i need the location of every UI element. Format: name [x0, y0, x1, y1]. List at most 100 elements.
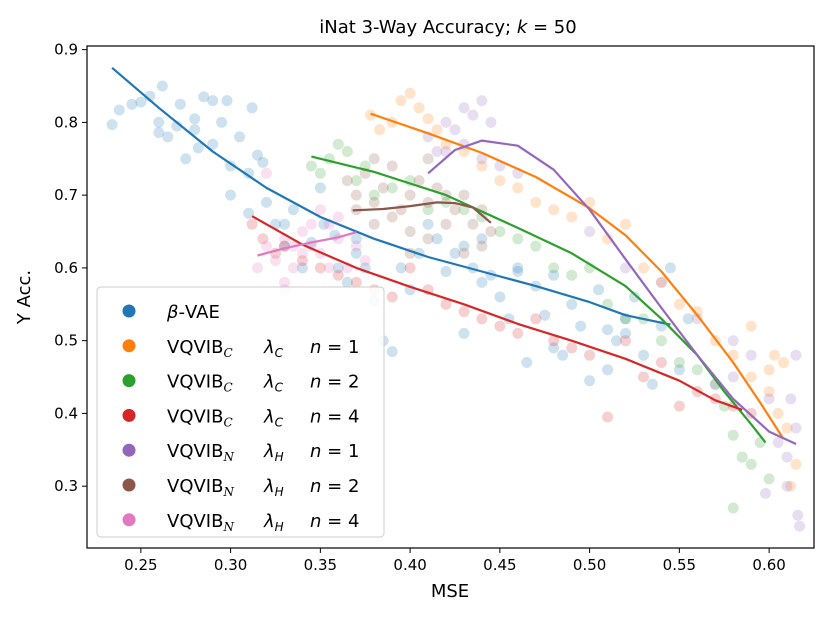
scatter-point-s4-18 — [745, 349, 757, 361]
scatter-point-s3-23 — [638, 371, 649, 383]
scatter-point-s0-52 — [494, 291, 506, 303]
scatter-point-s0-62 — [584, 375, 596, 387]
scatter-point-s0-31 — [314, 182, 326, 194]
scatter-point-s0-41 — [395, 262, 407, 274]
scatter-point-s0-74 — [153, 116, 165, 128]
scatter-point-s6-20 — [323, 262, 335, 274]
scatter-point-s5-7 — [404, 189, 416, 201]
scatter-point-s4-28 — [794, 520, 806, 532]
scatter-point-s0-5 — [156, 80, 168, 92]
scatter-point-s2-30 — [745, 458, 757, 470]
scatter-point-s2-4 — [341, 146, 353, 157]
scatter-point-s1-27 — [772, 407, 784, 419]
scatter-point-s0-35 — [341, 276, 353, 288]
scatter-point-s0-59 — [557, 349, 569, 361]
scatter-point-s6-5 — [296, 226, 308, 237]
scatter-point-s0-12 — [192, 142, 204, 154]
scatter-point-s0-14 — [207, 95, 219, 107]
scatter-point-s1-29 — [769, 349, 780, 361]
scatter-point-s0-63 — [593, 284, 605, 296]
scatter-point-s1-31 — [763, 364, 775, 376]
scatter-point-s4-21 — [781, 451, 793, 463]
legend-box — [96, 286, 385, 538]
scatter-point-s0-68 — [638, 349, 649, 361]
scatter-point-s4-24 — [790, 349, 802, 361]
scatter-point-s2-25 — [691, 364, 703, 376]
scatter-point-s3-6 — [332, 269, 344, 281]
scatter-point-s2-16 — [530, 240, 542, 252]
legend: β-VAE VQVIBC λC n = 1 VQVIBC λC n = 2 VQVIBC λC n… — [96, 286, 385, 538]
scatter-point-s1-32 — [785, 480, 797, 492]
x-tick-label: 0.35 — [304, 556, 337, 574]
scatter-point-s0-79 — [458, 240, 470, 252]
scatter-point-s4-19 — [763, 393, 775, 405]
scatter-point-s3-17 — [530, 313, 542, 325]
scatter-point-s2-15 — [512, 233, 524, 245]
scatter-point-s0-36 — [350, 247, 362, 259]
legend-label-0: β-VAE — [166, 302, 220, 323]
scatter-point-s6-14 — [296, 247, 308, 259]
scatter-point-s4-25 — [781, 480, 793, 492]
scatter-point-s2-29 — [736, 451, 748, 463]
x-axis: 0.25 0.30 0.35 0.40 0.45 0.50 0.55 0.60 — [124, 548, 786, 574]
scatter-point-s6-4 — [287, 262, 299, 274]
scatter-point-s0-29 — [296, 262, 308, 274]
trend-line-s3 — [251, 215, 743, 411]
scatter-point-s0-19 — [225, 189, 237, 201]
scatter-point-s1-1 — [374, 124, 386, 136]
scatter-point-s3-1 — [257, 233, 269, 245]
y-tick-label: 0.3 — [54, 477, 78, 495]
scatter-point-s6-17 — [261, 167, 272, 179]
scatter-point-s3-16 — [512, 327, 524, 339]
scatter-point-s5-22 — [440, 218, 452, 230]
scatter-point-s4-22 — [790, 422, 802, 434]
scatter-point-s5-9 — [422, 196, 434, 208]
scatter-point-s0-78 — [350, 233, 362, 245]
scatter-point-s3-19 — [566, 342, 578, 354]
scatter-point-s4-10 — [476, 153, 488, 165]
scatter-point-s0-75 — [189, 124, 201, 136]
scatter-point-s5-23 — [458, 247, 470, 259]
x-axis-label: MSE — [431, 581, 469, 602]
y-axis-label: Y Acc. — [14, 270, 35, 325]
scatter-point-s0-45 — [431, 233, 443, 245]
scatter-point-s1-21 — [673, 298, 685, 310]
scatter-point-s1-11 — [494, 175, 506, 187]
scatter-point-s0-9 — [174, 98, 186, 110]
scatter-point-s0-13 — [198, 91, 210, 103]
scatter-point-s4-1 — [431, 146, 443, 157]
scatter-point-s3-18 — [548, 335, 560, 347]
legend-marker-3 — [122, 408, 136, 422]
scatter-point-s0-0 — [106, 119, 118, 131]
legend-label-6: VQVIBN λH n = 4 — [167, 511, 359, 534]
scatter-point-s0-32 — [318, 218, 330, 230]
scatter-point-s0-2 — [126, 98, 138, 110]
scatter-point-s0-57 — [539, 309, 551, 321]
scatter-point-s0-58 — [548, 342, 560, 354]
scatter-point-s4-29 — [727, 371, 739, 383]
scatter-point-s2-14 — [494, 226, 506, 237]
scatter-point-s5-12 — [449, 204, 461, 216]
scatter-point-s0-10 — [180, 153, 192, 165]
y-tick-label: 0.5 — [54, 332, 78, 350]
y-tick-label: 0.4 — [54, 404, 78, 422]
y-tick-label: 0.6 — [54, 259, 78, 277]
legend-label-4: VQVIBN λH n = 1 — [167, 441, 359, 464]
scatter-point-s4-4 — [458, 102, 470, 114]
scatter-point-s1-30 — [778, 357, 789, 368]
scatter-point-s3-4 — [296, 255, 308, 267]
scatter-point-s0-77 — [279, 218, 290, 230]
scatter-point-s3-24 — [655, 357, 667, 368]
scatter-point-s0-81 — [602, 324, 614, 336]
scatter-point-s3-7 — [350, 276, 362, 288]
legend-marker-0 — [122, 304, 136, 318]
scatter-point-s0-18 — [225, 160, 237, 172]
scatter-point-s4-13 — [584, 226, 596, 237]
trend-line-s4 — [427, 139, 797, 445]
scatter-point-s2-31 — [754, 437, 766, 448]
scatter-point-s2-33 — [763, 473, 775, 485]
scatter-point-s1-10 — [476, 160, 488, 172]
scatter-point-s3-21 — [602, 411, 614, 423]
scatter-point-s3-12 — [440, 298, 452, 310]
scatter-point-s0-64 — [602, 364, 614, 376]
